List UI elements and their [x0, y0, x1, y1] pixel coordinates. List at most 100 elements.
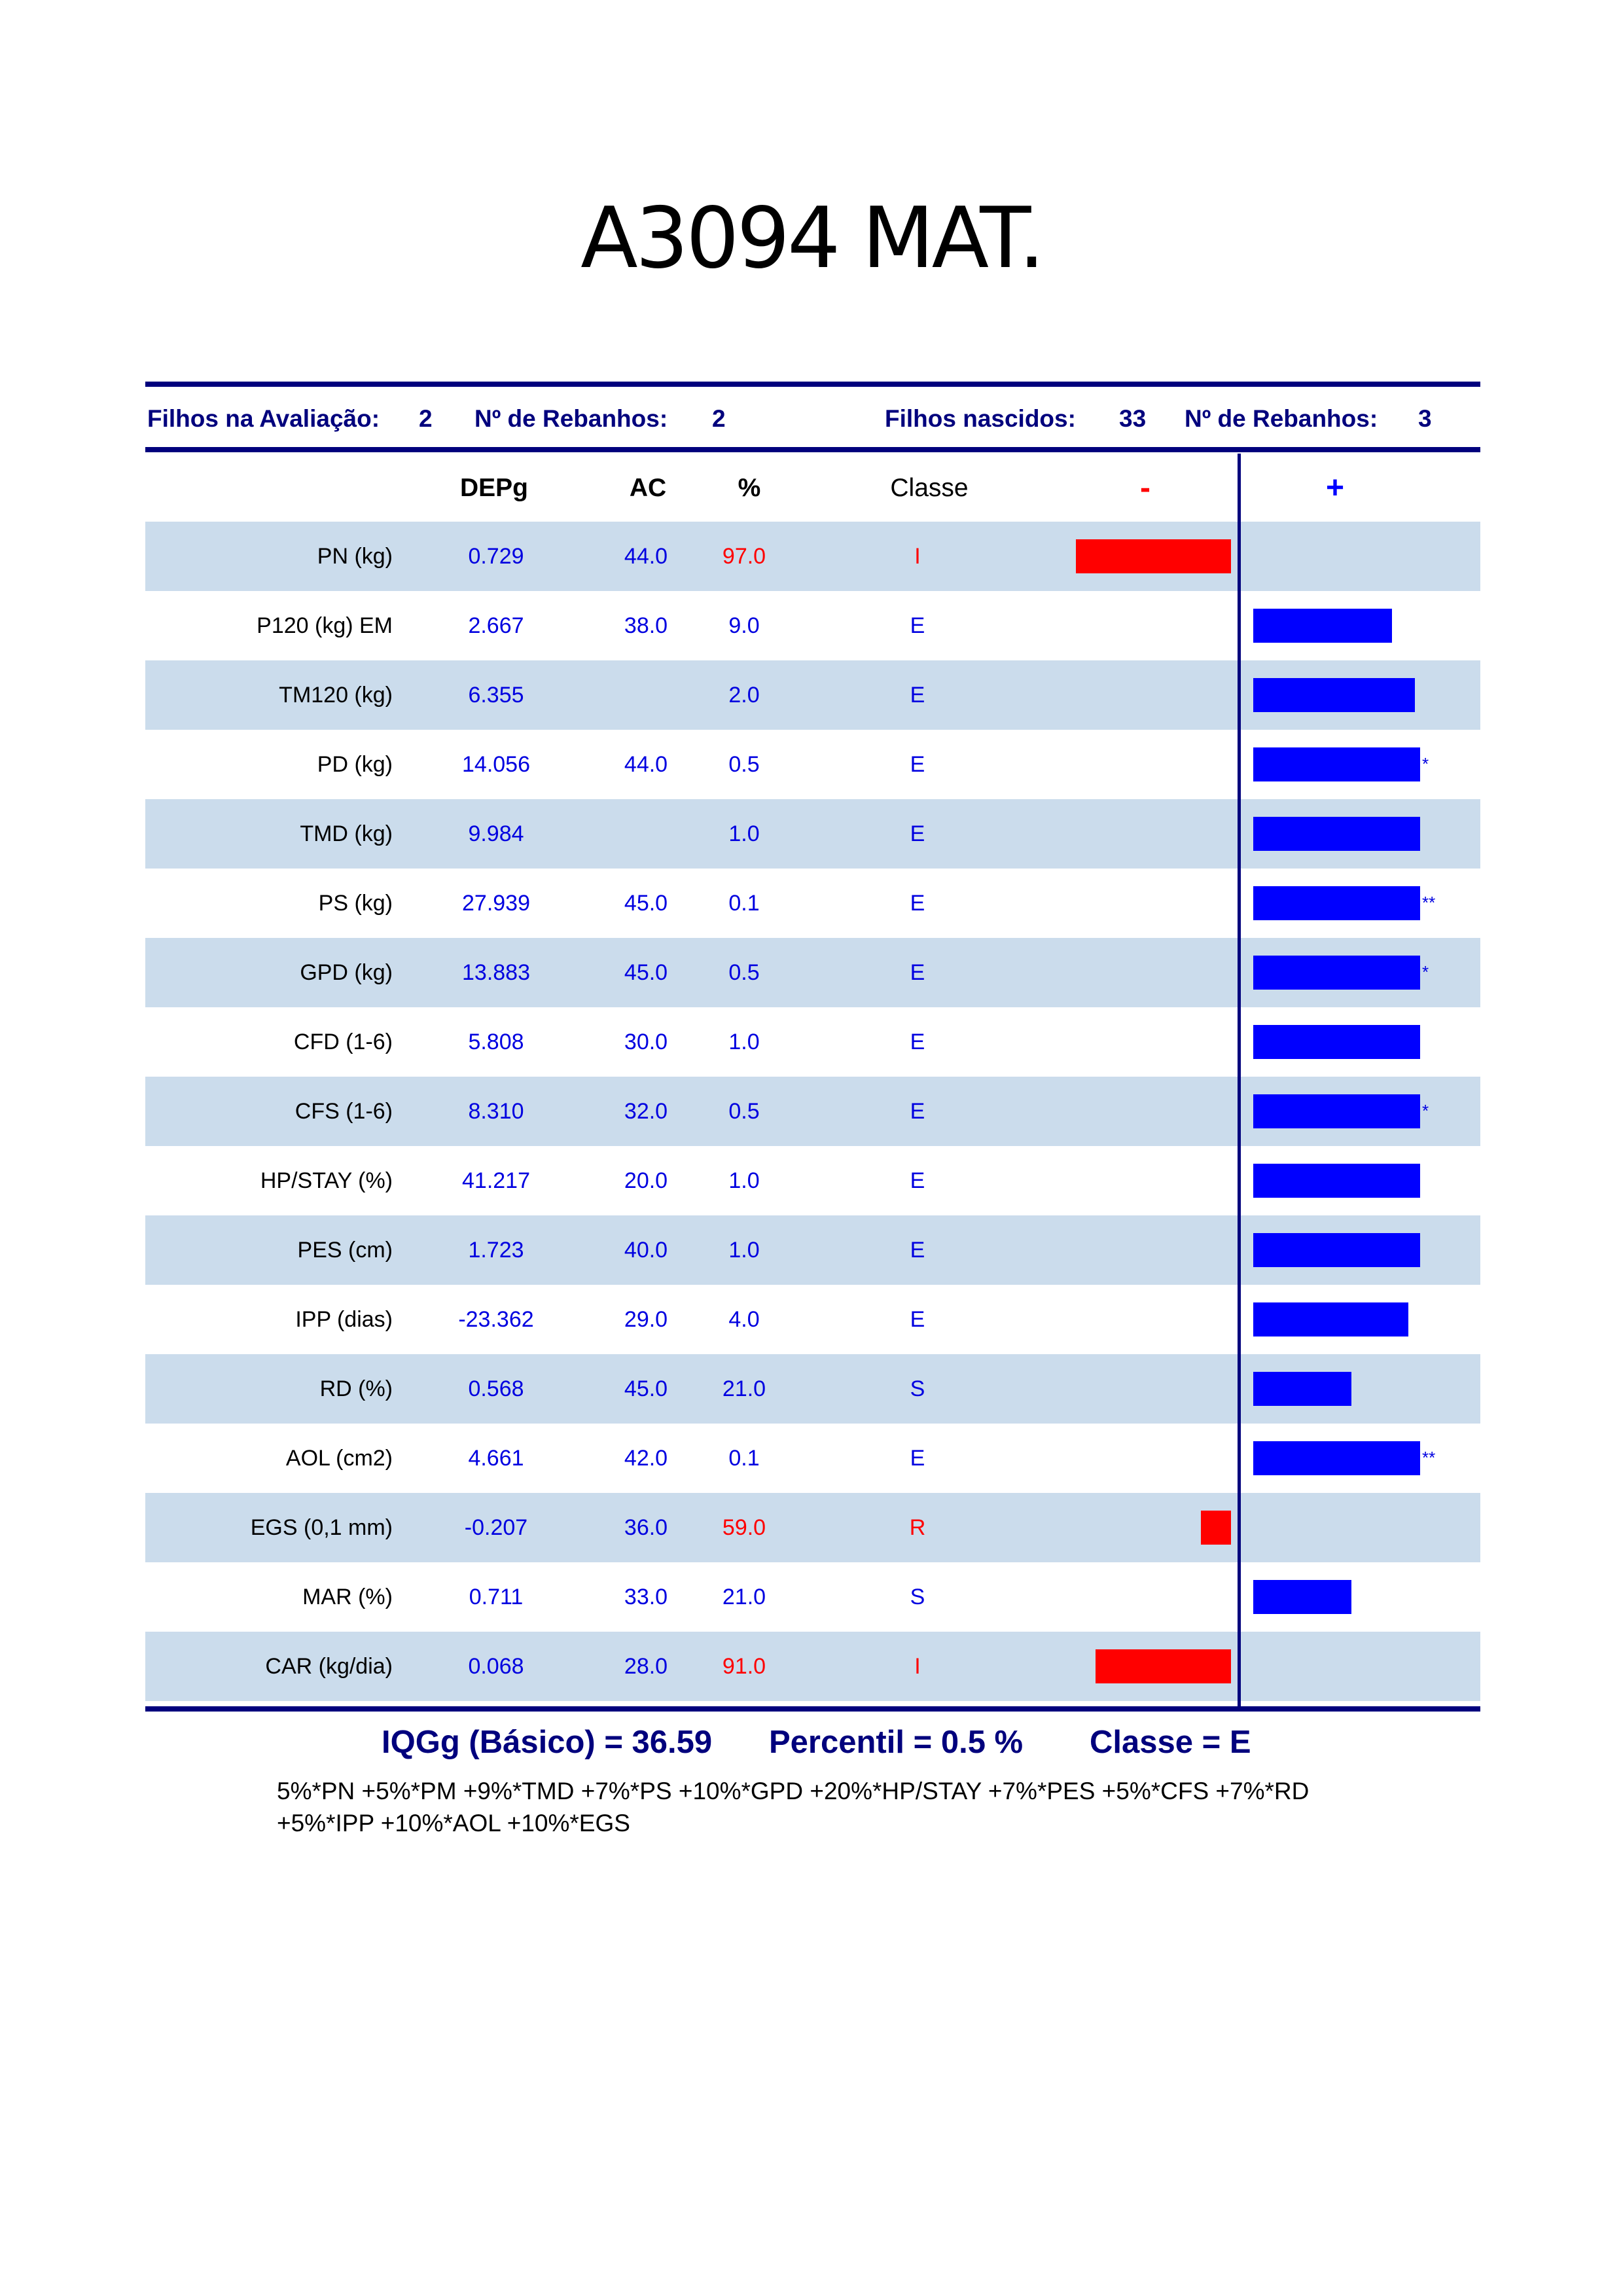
- trait-classe: E: [910, 1307, 925, 1332]
- trait-name: EGS (0,1 mm): [250, 1515, 393, 1540]
- trait-ac: 36.0: [624, 1515, 668, 1540]
- trait-name: CFS (1-6): [294, 1099, 393, 1124]
- positive-bar: [1253, 817, 1420, 851]
- trait-classe: E: [910, 1030, 925, 1054]
- trait-percent: 0.5: [728, 1099, 760, 1124]
- trait-ac: 29.0: [624, 1307, 668, 1332]
- positive-bar: [1253, 1372, 1351, 1406]
- iqgg-summary: IQGg (Básico) = 36.59: [382, 1725, 713, 1760]
- trait-name: MAR (%): [302, 1585, 393, 1609]
- center-divider: [1238, 454, 1241, 1706]
- negative-bar: [1076, 539, 1231, 573]
- trait-depg: 1.723: [468, 1238, 524, 1263]
- table-row: EGS (0,1 mm) -0.207 36.0 59.0 R: [145, 1493, 1480, 1562]
- trait-depg: 0.068: [468, 1654, 524, 1679]
- trait-ac: [609, 799, 683, 869]
- trait-percent: 0.5: [728, 752, 760, 777]
- trait-name: GPD (kg): [300, 960, 393, 985]
- traits-table: PN (kg) 0.729 44.0 97.0 I P120 (kg) EM 2.667 38…: [145, 522, 1480, 1701]
- rebanhos-nascidos-label: Nº de Rebanhos:: [1185, 405, 1378, 432]
- trait-ac: 38.0: [624, 613, 668, 638]
- col-plus: +: [1325, 471, 1345, 505]
- trait-ac: 44.0: [624, 544, 668, 569]
- trait-percent: 21.0: [722, 1376, 766, 1401]
- significance-stars: **: [1422, 893, 1436, 912]
- trait-classe: I: [914, 544, 921, 569]
- trait-classe: S: [910, 1376, 925, 1401]
- trait-classe: E: [910, 1099, 925, 1124]
- trait-name: CFD (1-6): [293, 1030, 393, 1054]
- trait-percent: 1.0: [728, 1238, 760, 1263]
- trait-classe: E: [910, 613, 925, 638]
- trait-depg: 9.984: [468, 821, 524, 846]
- trait-depg: -0.207: [464, 1515, 528, 1540]
- rebanhos-avaliacao-label: Nº de Rebanhos:: [474, 405, 668, 432]
- table-row: PN (kg) 0.729 44.0 97.0 I: [145, 522, 1480, 591]
- trait-classe: E: [910, 683, 925, 708]
- trait-classe: E: [910, 891, 925, 916]
- positive-bar: [1253, 609, 1392, 643]
- bottom-rule: [145, 1706, 1480, 1712]
- trait-name: AOL (cm2): [285, 1446, 393, 1471]
- positive-bar: [1253, 1302, 1408, 1336]
- trait-ac: 45.0: [624, 960, 668, 985]
- trait-depg: 2.667: [468, 613, 524, 638]
- trait-name: TM120 (kg): [279, 683, 393, 708]
- trait-depg: 0.711: [469, 1585, 524, 1609]
- table-row: TM120 (kg) 6.355 2.0 E: [145, 660, 1480, 730]
- trait-ac: 40.0: [624, 1238, 668, 1263]
- positive-bar: [1253, 1580, 1351, 1614]
- trait-classe: E: [910, 1238, 925, 1263]
- trait-name: PES (cm): [297, 1238, 393, 1263]
- trait-depg: 14.056: [462, 752, 530, 777]
- top-rule: [145, 382, 1480, 387]
- trait-percent: 1.0: [728, 1030, 760, 1054]
- trait-percent: 59.0: [722, 1515, 766, 1540]
- significance-stars: *: [1422, 962, 1429, 982]
- trait-ac: 20.0: [624, 1168, 668, 1193]
- table-row: HP/STAY (%) 41.217 20.0 1.0 E: [145, 1146, 1480, 1215]
- negative-bar: [1096, 1649, 1231, 1683]
- trait-percent: 0.5: [728, 960, 760, 985]
- table-row: RD (%) 0.568 45.0 21.0 S: [145, 1354, 1480, 1424]
- significance-stars: **: [1422, 1448, 1436, 1467]
- col-classe: Classe: [890, 474, 969, 502]
- trait-classe: E: [910, 1168, 925, 1193]
- trait-name: CAR (kg/dia): [265, 1654, 393, 1679]
- trait-ac: 44.0: [624, 752, 668, 777]
- trait-percent: 9.0: [728, 613, 760, 638]
- col-depg: DEPg: [459, 474, 528, 502]
- trait-depg: 6.355: [468, 683, 524, 708]
- table-row: MAR (%) 0.711 33.0 21.0 S: [145, 1562, 1480, 1632]
- filhos-nascidos-label: Filhos nascidos:: [885, 405, 1076, 432]
- trait-depg: -23.362: [458, 1307, 534, 1332]
- table-row: GPD (kg) 13.883 45.0 0.5 E *: [145, 938, 1480, 1007]
- trait-classe: I: [914, 1654, 921, 1679]
- positive-bar: [1253, 1233, 1420, 1267]
- trait-ac: 42.0: [624, 1446, 668, 1471]
- trait-ac: 45.0: [624, 891, 668, 916]
- trait-name: RD (%): [319, 1376, 393, 1401]
- index-formula: 5%*PN +5%*PM +9%*TMD +7%*PS +10%*GPD +20…: [277, 1778, 1310, 1837]
- percentil-summary: Percentil = 0.5 %: [769, 1725, 1024, 1760]
- header-rule: [145, 447, 1480, 452]
- positive-bar: [1253, 886, 1420, 920]
- table-row: PES (cm) 1.723 40.0 1.0 E: [145, 1215, 1480, 1285]
- trait-percent: 91.0: [722, 1654, 766, 1679]
- trait-percent: 0.1: [728, 1446, 760, 1471]
- trait-percent: 21.0: [722, 1585, 766, 1609]
- positive-bar: [1253, 1164, 1420, 1198]
- significance-stars: *: [1422, 754, 1429, 774]
- trait-ac: 32.0: [624, 1099, 668, 1124]
- significance-stars: *: [1422, 1101, 1429, 1121]
- trait-ac: 30.0: [624, 1030, 668, 1054]
- trait-ac: 33.0: [624, 1585, 668, 1609]
- trait-classe: R: [909, 1515, 926, 1540]
- col-pct: %: [738, 474, 761, 502]
- trait-depg: 8.310: [468, 1099, 524, 1124]
- trait-percent: 97.0: [722, 544, 766, 569]
- positive-bar: [1253, 747, 1420, 781]
- trait-ac: 28.0: [624, 1654, 668, 1679]
- trait-percent: 4.0: [728, 1307, 760, 1332]
- table-row: CFD (1-6) 5.808 30.0 1.0 E: [145, 1007, 1480, 1077]
